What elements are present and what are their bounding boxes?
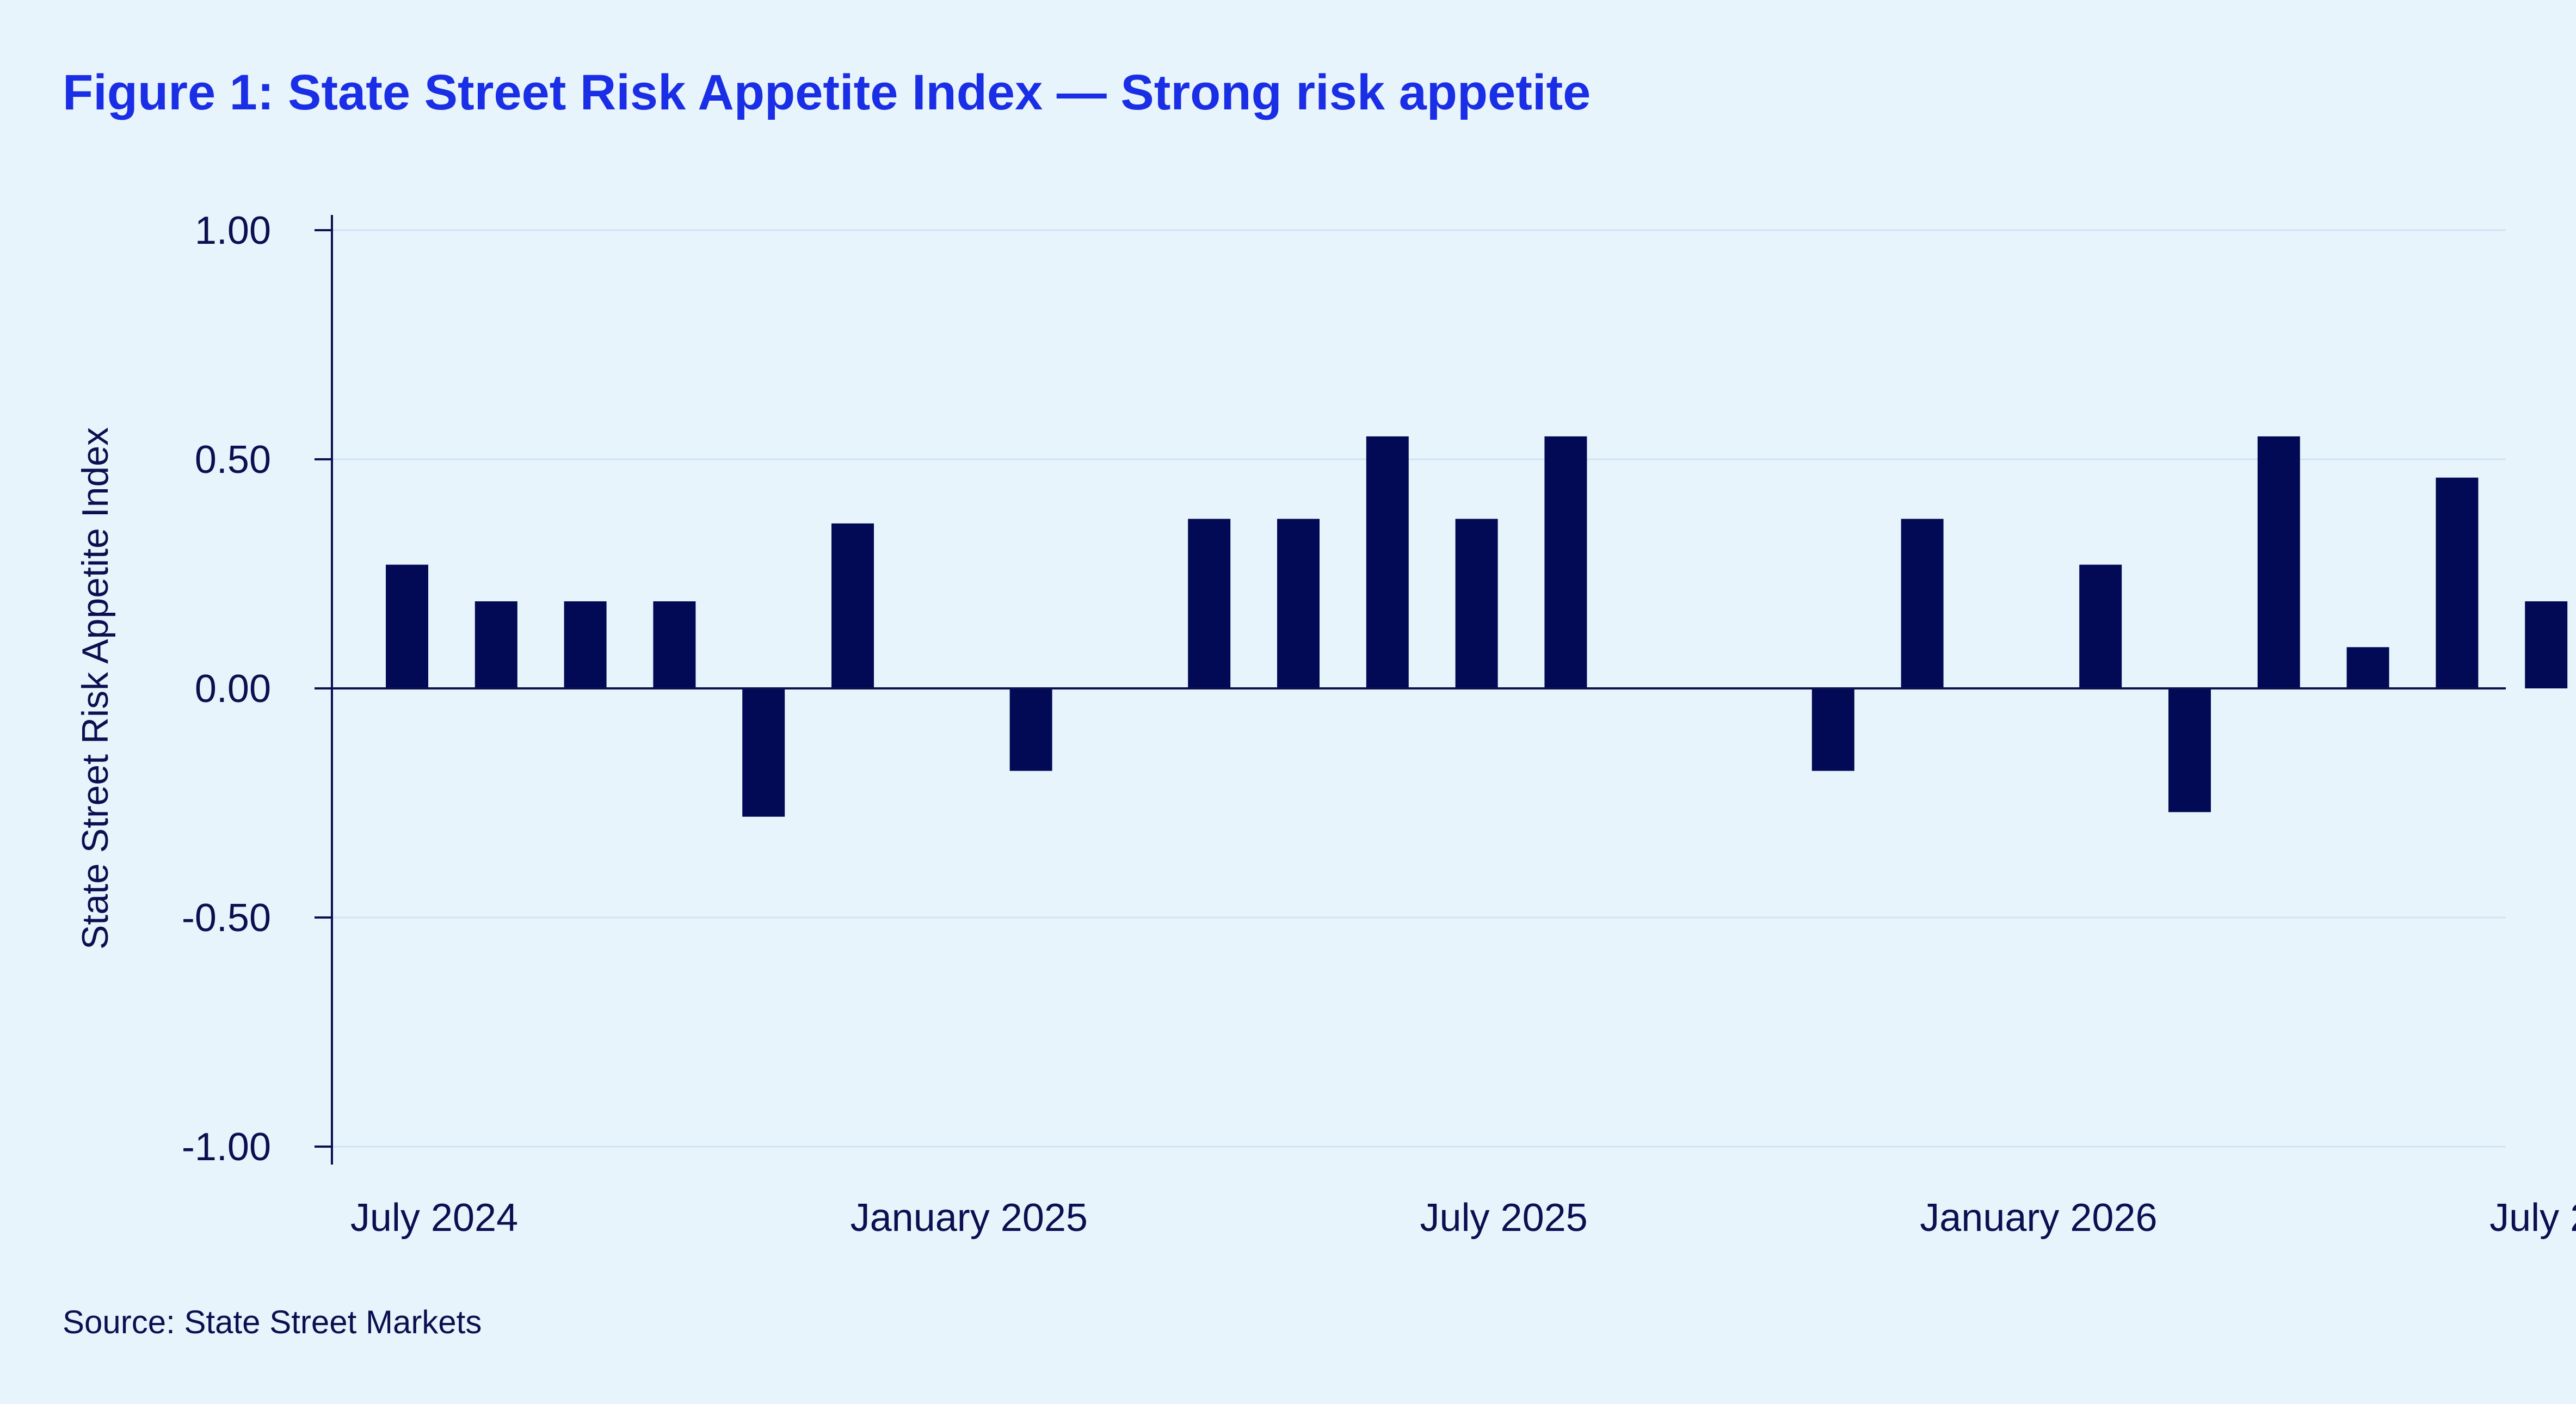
y-tick-label: -1.00 — [182, 1125, 271, 1169]
chart-title: Figure 1: State Street Risk Appetite Ind… — [63, 65, 1591, 120]
y-tick-label: 0.00 — [195, 667, 271, 711]
x-tick-label: January 2025 — [851, 1196, 1088, 1240]
bar-2025-08 — [1544, 436, 1587, 688]
y-tick-label: -0.50 — [182, 896, 271, 940]
bar-2024-07 — [386, 564, 428, 688]
y-tick-label: 1.00 — [195, 209, 271, 253]
bar-2025-12 — [1901, 519, 1944, 688]
x-tick-label: July 2025 — [1420, 1196, 1587, 1240]
y-tick-labels: 1.00 0.50 0.00 -0.50 -1.00 — [182, 209, 271, 1169]
bar-2024-12 — [831, 523, 874, 688]
y-tick-label: 0.50 — [195, 438, 271, 482]
source-note: Source: State Street Markets — [63, 1304, 482, 1340]
bar-2025-04 — [1188, 519, 1231, 688]
bar-2024-09 — [564, 601, 607, 688]
x-tick-label: July 2026 — [2489, 1196, 2576, 1240]
x-tick-label: July 2024 — [350, 1196, 518, 1240]
bar-2026-05 — [2346, 647, 2389, 688]
bars — [386, 436, 2568, 817]
bar-2025-02 — [1009, 688, 1052, 771]
y-axis-title: State Street Risk Appetite Index — [75, 427, 116, 950]
bar-2025-11 — [1811, 688, 1854, 771]
bar-2026-04 — [2257, 436, 2300, 688]
x-tick-label: January 2026 — [1920, 1196, 2157, 1240]
bar-2024-08 — [474, 601, 517, 688]
x-tick-labels: July 2024 January 2025 July 2025 January 20… — [350, 1196, 2576, 1240]
bar-2026-02 — [2079, 564, 2122, 688]
bar-2026-07 — [2525, 601, 2568, 688]
bar-2025-07 — [1455, 519, 1498, 688]
bar-2024-10 — [653, 601, 696, 688]
bar-2024-11 — [742, 688, 785, 817]
gridlines — [332, 229, 2506, 1148]
bar-2026-03 — [2168, 688, 2211, 812]
axes — [315, 215, 2506, 1165]
bar-2026-06 — [2436, 477, 2479, 688]
bar-2025-05 — [1277, 519, 1320, 688]
bar-2025-06 — [1366, 436, 1409, 688]
